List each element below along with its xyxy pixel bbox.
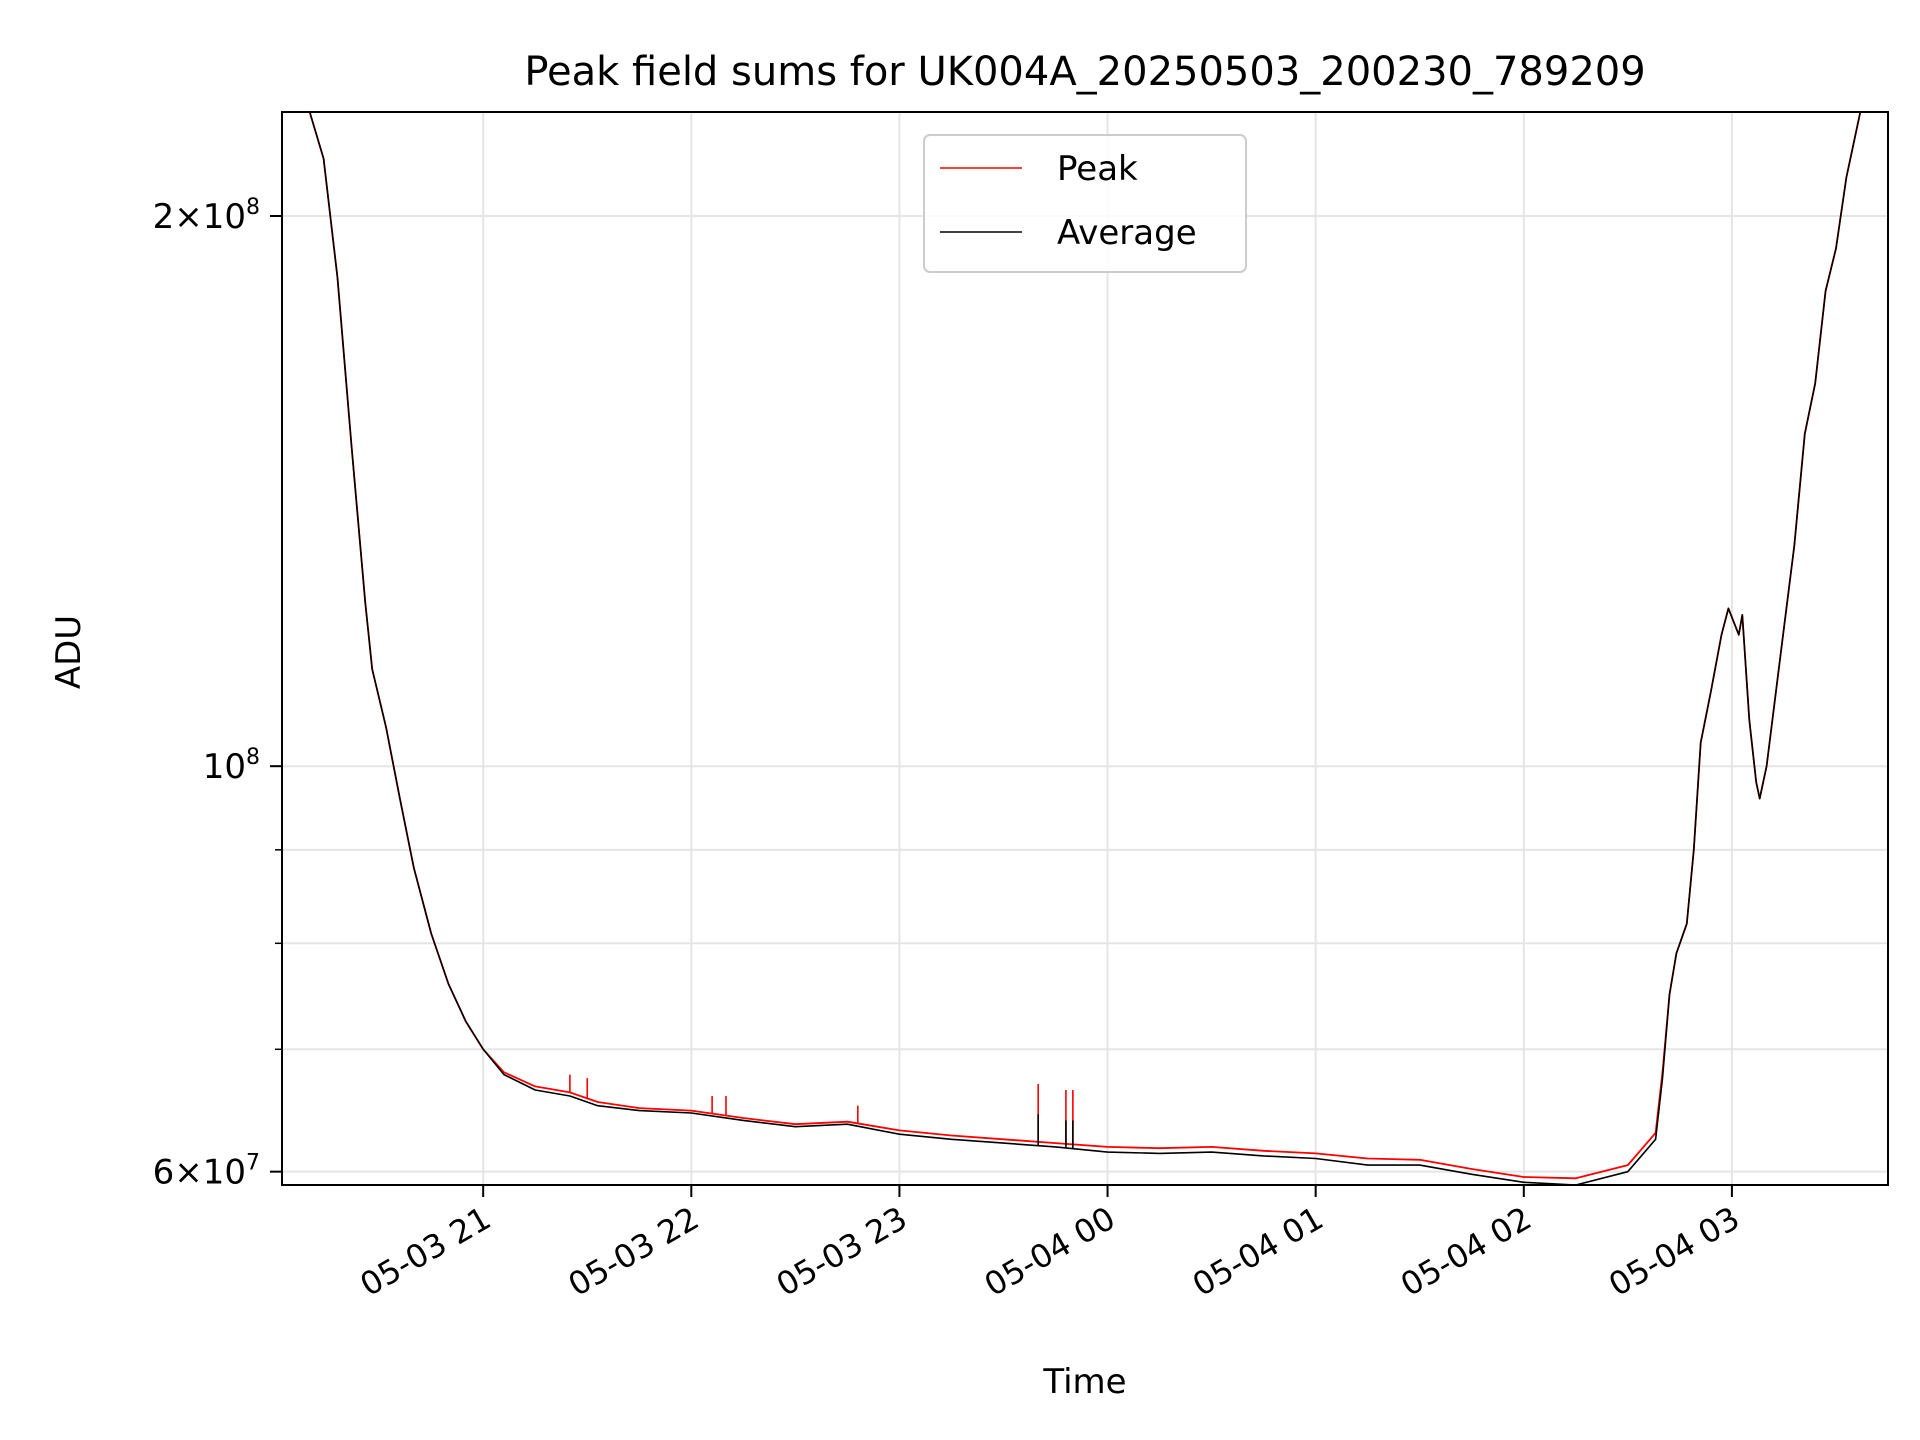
grid-lines xyxy=(282,112,1888,1185)
plot-area-frame xyxy=(281,111,1889,1186)
axis-ticks: 05-03 21 05-03 22 05-03 23 05-04 00 05-04 01… xyxy=(153,195,1746,1304)
y-tick-label: 6×107 xyxy=(153,1151,260,1193)
x-tick-label: 05-03 23 xyxy=(770,1199,914,1304)
x-tick-label: 05-04 02 xyxy=(1394,1199,1538,1304)
x-tick-label: 05-03 22 xyxy=(562,1199,706,1304)
chart-title: Peak field sums for UK004A_20250503_2002… xyxy=(524,49,1645,95)
series-layer xyxy=(282,112,1888,1185)
x-tick-label: 05-04 01 xyxy=(1186,1199,1330,1304)
y-tick-exponent: 7 xyxy=(246,1151,260,1176)
x-tick-label: 05-04 03 xyxy=(1602,1199,1746,1304)
x-axis-label: Time xyxy=(1042,1362,1126,1402)
legend-box xyxy=(923,134,1247,273)
x-tick-label: 05-03 21 xyxy=(354,1199,498,1304)
legend-peak-label: Peak xyxy=(1057,149,1138,189)
y-tick-label: 2×108 xyxy=(153,195,260,237)
y-tick-exponent: 8 xyxy=(246,195,260,220)
y-tick-label: 108 xyxy=(203,745,260,787)
legend: Peak Average xyxy=(923,134,1247,273)
series-line-average xyxy=(282,112,1888,1185)
y-axis-label: ADU xyxy=(49,615,89,689)
x-tick-label: 05-04 00 xyxy=(978,1199,1122,1304)
y-tick-exponent: 8 xyxy=(246,745,260,770)
legend-average-label: Average xyxy=(1057,213,1197,253)
